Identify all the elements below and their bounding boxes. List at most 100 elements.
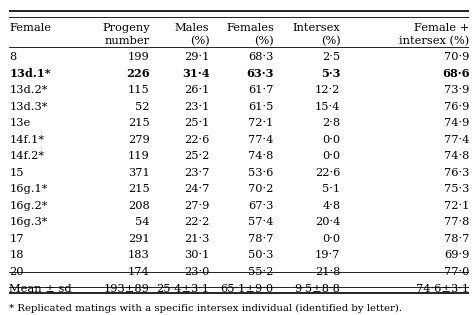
Text: 22·6: 22·6 bbox=[315, 168, 340, 178]
Text: 77·4: 77·4 bbox=[444, 135, 469, 145]
Text: 8: 8 bbox=[9, 52, 17, 62]
Text: 291: 291 bbox=[128, 234, 150, 244]
Text: 55·2: 55·2 bbox=[248, 267, 274, 277]
Text: 26·1: 26·1 bbox=[184, 85, 210, 95]
Text: 14f.2*: 14f.2* bbox=[9, 151, 45, 161]
Text: 12·2: 12·2 bbox=[315, 85, 340, 95]
Text: 21·3: 21·3 bbox=[184, 234, 210, 244]
Text: * Replicated matings with a specific intersex individual (identified by letter).: * Replicated matings with a specific int… bbox=[9, 304, 402, 313]
Text: 0·0: 0·0 bbox=[322, 234, 340, 244]
Text: 20·4: 20·4 bbox=[315, 217, 340, 227]
Text: 63·3: 63·3 bbox=[246, 68, 274, 79]
Text: 16g.2*: 16g.2* bbox=[9, 201, 48, 211]
Text: 279: 279 bbox=[128, 135, 150, 145]
Text: 74·8: 74·8 bbox=[248, 151, 274, 161]
Text: 76·3: 76·3 bbox=[444, 168, 469, 178]
Text: 68·3: 68·3 bbox=[248, 52, 274, 62]
Text: 13d.3*: 13d.3* bbox=[9, 101, 48, 112]
Text: 215: 215 bbox=[128, 118, 150, 128]
Text: 78·7: 78·7 bbox=[444, 234, 469, 244]
Text: 199: 199 bbox=[128, 52, 150, 62]
Text: 23·7: 23·7 bbox=[184, 168, 210, 178]
Text: 16g.1*: 16g.1* bbox=[9, 184, 48, 194]
Text: 371: 371 bbox=[128, 168, 150, 178]
Text: 20: 20 bbox=[9, 267, 24, 277]
Text: 23·0: 23·0 bbox=[184, 267, 210, 277]
Text: 0·0: 0·0 bbox=[322, 151, 340, 161]
Text: 70·9: 70·9 bbox=[444, 52, 469, 62]
Text: 68·6: 68·6 bbox=[442, 68, 469, 79]
Text: 16g.3*: 16g.3* bbox=[9, 217, 48, 227]
Text: intersex (%): intersex (%) bbox=[399, 36, 469, 46]
Text: 5·1: 5·1 bbox=[322, 184, 340, 194]
Text: 13e: 13e bbox=[9, 118, 31, 128]
Text: 75·3: 75·3 bbox=[444, 184, 469, 194]
Text: 74·8: 74·8 bbox=[444, 151, 469, 161]
Text: 14f.1*: 14f.1* bbox=[9, 135, 45, 145]
Text: 74·6±3·1: 74·6±3·1 bbox=[416, 284, 469, 294]
Text: 72·1: 72·1 bbox=[444, 201, 469, 211]
Text: 18: 18 bbox=[9, 250, 24, 261]
Text: 50·3: 50·3 bbox=[248, 250, 274, 261]
Text: 53·6: 53·6 bbox=[248, 168, 274, 178]
Text: 70·2: 70·2 bbox=[248, 184, 274, 194]
Text: 61·5: 61·5 bbox=[248, 101, 274, 112]
Text: 19·7: 19·7 bbox=[315, 250, 340, 261]
Text: 15: 15 bbox=[9, 168, 24, 178]
Text: 54: 54 bbox=[135, 217, 150, 227]
Text: Intersex: Intersex bbox=[293, 23, 340, 33]
Text: 24·7: 24·7 bbox=[184, 184, 210, 194]
Text: 27·9: 27·9 bbox=[184, 201, 210, 211]
Text: number: number bbox=[105, 36, 150, 46]
Text: 115: 115 bbox=[128, 85, 150, 95]
Text: Female +: Female + bbox=[414, 23, 469, 33]
Text: Mean ± sd: Mean ± sd bbox=[9, 284, 72, 294]
Text: 23·1: 23·1 bbox=[184, 101, 210, 112]
Text: 77·4: 77·4 bbox=[248, 135, 274, 145]
Text: 22·6: 22·6 bbox=[184, 135, 210, 145]
Text: 215: 215 bbox=[128, 184, 150, 194]
Text: 15·4: 15·4 bbox=[315, 101, 340, 112]
Text: 21·8: 21·8 bbox=[315, 267, 340, 277]
Text: (%): (%) bbox=[321, 36, 340, 46]
Text: 29·1: 29·1 bbox=[184, 52, 210, 62]
Text: 57·4: 57·4 bbox=[248, 217, 274, 227]
Text: 52: 52 bbox=[135, 101, 150, 112]
Text: 4·8: 4·8 bbox=[322, 201, 340, 211]
Text: 119: 119 bbox=[128, 151, 150, 161]
Text: 17: 17 bbox=[9, 234, 24, 244]
Text: 208: 208 bbox=[128, 201, 150, 211]
Text: Female: Female bbox=[9, 23, 52, 33]
Text: 78·7: 78·7 bbox=[248, 234, 274, 244]
Text: Progeny: Progeny bbox=[102, 23, 150, 33]
Text: 174: 174 bbox=[128, 267, 150, 277]
Text: Males: Males bbox=[175, 23, 210, 33]
Text: 193±89: 193±89 bbox=[104, 284, 150, 294]
Text: 25·4±3·1: 25·4±3·1 bbox=[156, 284, 210, 294]
Text: 73·9: 73·9 bbox=[444, 85, 469, 95]
Text: 76·9: 76·9 bbox=[444, 101, 469, 112]
Text: 2·5: 2·5 bbox=[322, 52, 340, 62]
Text: 25·2: 25·2 bbox=[184, 151, 210, 161]
Text: 69·9: 69·9 bbox=[444, 250, 469, 261]
Text: 22·2: 22·2 bbox=[184, 217, 210, 227]
Text: (%): (%) bbox=[190, 36, 210, 46]
Text: (%): (%) bbox=[254, 36, 274, 46]
Text: 61·7: 61·7 bbox=[248, 85, 274, 95]
Text: 65·1±9·0: 65·1±9·0 bbox=[221, 284, 274, 294]
Text: 72·1: 72·1 bbox=[248, 118, 274, 128]
Text: 67·3: 67·3 bbox=[248, 201, 274, 211]
Text: 13d.2*: 13d.2* bbox=[9, 85, 48, 95]
Text: 13d.1*: 13d.1* bbox=[9, 68, 51, 79]
Text: 77·0: 77·0 bbox=[444, 267, 469, 277]
Text: 9·5±8·8: 9·5±8·8 bbox=[295, 284, 340, 294]
Text: 183: 183 bbox=[128, 250, 150, 261]
Text: 30·1: 30·1 bbox=[184, 250, 210, 261]
Text: 77·8: 77·8 bbox=[444, 217, 469, 227]
Text: 2·8: 2·8 bbox=[322, 118, 340, 128]
Text: 5·3: 5·3 bbox=[321, 68, 340, 79]
Text: 25·1: 25·1 bbox=[184, 118, 210, 128]
Text: Females: Females bbox=[226, 23, 274, 33]
Text: 74·9: 74·9 bbox=[444, 118, 469, 128]
Text: 226: 226 bbox=[126, 68, 150, 79]
